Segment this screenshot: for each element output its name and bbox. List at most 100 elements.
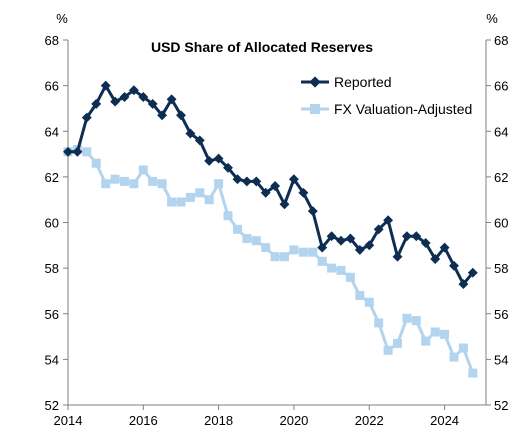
left-y-tick-label: 64 [45, 124, 59, 139]
data-point [420, 238, 431, 248]
right-y-tick-label: 58 [494, 261, 508, 276]
data-point [91, 158, 101, 168]
x-tick-label: 2020 [279, 413, 308, 428]
data-point [81, 112, 92, 123]
left-y-tick-label: 66 [45, 79, 59, 94]
data-point [458, 279, 469, 290]
data-point [194, 135, 205, 146]
data-point [327, 263, 337, 273]
data-point [128, 85, 139, 96]
data-point [101, 179, 111, 189]
data-point [260, 187, 271, 198]
data-point [411, 316, 421, 326]
data-point [242, 234, 252, 243]
data-point [439, 242, 450, 253]
data-point [345, 233, 356, 244]
left-y-tick-label: 68 [45, 33, 59, 48]
data-point [147, 98, 158, 109]
data-point [157, 179, 167, 189]
right-axis-unit: % [486, 11, 498, 26]
x-tick-label: 2022 [355, 413, 384, 428]
right-y-tick-label: 62 [494, 170, 508, 185]
data-point [213, 153, 224, 164]
data-point [411, 231, 422, 242]
data-point [241, 176, 252, 187]
data-point [289, 245, 299, 255]
data-point [449, 260, 459, 271]
data-point [129, 179, 139, 189]
data-point [223, 211, 233, 221]
data-point [449, 352, 459, 362]
data-point [373, 224, 384, 235]
data-point [317, 256, 327, 266]
data-point [270, 181, 281, 191]
series-layer [63, 80, 478, 378]
data-point [223, 162, 233, 173]
data-point [298, 187, 309, 198]
data-point [298, 247, 308, 257]
data-point [308, 247, 318, 257]
data-point [336, 235, 346, 246]
data-point [167, 197, 177, 207]
data-point [63, 146, 73, 157]
data-point [251, 236, 261, 246]
data-point [440, 329, 450, 339]
data-point [270, 252, 280, 262]
data-point [401, 231, 412, 242]
data-point [307, 206, 318, 217]
data-point [421, 336, 431, 346]
right-y-tick-label: 66 [494, 79, 508, 94]
data-point [72, 146, 83, 157]
data-point [430, 327, 440, 337]
data-point [288, 174, 299, 185]
left-y-tick-label: 54 [45, 352, 59, 367]
data-point [204, 195, 214, 205]
data-point [120, 176, 129, 186]
legend: Reported FX Valuation-Adjusted [301, 74, 472, 117]
left-y-tick-label: 52 [45, 398, 59, 413]
data-point [364, 240, 375, 251]
legend-item-fx-adjusted: FX Valuation-Adjusted [301, 101, 472, 117]
data-point [374, 318, 384, 328]
left-y-tick-label: 62 [45, 170, 59, 185]
data-point [138, 92, 149, 102]
data-point [100, 80, 111, 91]
legend-label-fx-adjusted: FX Valuation-Adjusted [334, 101, 472, 117]
data-point [204, 155, 215, 166]
x-tick-label: 2016 [129, 413, 158, 428]
right-y-tick-label: 52 [494, 398, 508, 413]
data-point [355, 291, 365, 300]
data-point [157, 110, 168, 121]
data-point [345, 272, 355, 282]
data-point [280, 252, 289, 262]
data-point [458, 343, 468, 353]
data-point [467, 267, 478, 278]
data-point [468, 368, 478, 378]
data-point [393, 338, 402, 348]
series-0 [63, 80, 478, 290]
data-point [232, 174, 243, 185]
right-y-tick-label: 64 [494, 124, 508, 139]
data-point [110, 96, 121, 107]
x-ticks: 2014 2016 2018 2020 2022 2024 [54, 405, 459, 428]
data-point [138, 165, 148, 175]
right-y-ticks: 52 54 56 58 60 62 64 66 68 [486, 33, 508, 413]
data-point [166, 94, 177, 105]
data-point [383, 345, 393, 355]
data-point [148, 176, 158, 186]
x-tick-label: 2018 [204, 413, 233, 428]
legend-marker-fx-adjusted [310, 104, 320, 114]
data-point [364, 297, 374, 307]
legend-item-reported: Reported [301, 74, 392, 90]
data-point [392, 251, 403, 262]
data-point [214, 179, 224, 189]
right-y-tick-label: 60 [494, 216, 508, 231]
data-point [185, 192, 195, 202]
data-point [119, 92, 130, 102]
data-point [185, 128, 196, 139]
data-point [82, 147, 92, 157]
data-point [110, 174, 120, 184]
data-point [326, 231, 337, 242]
data-point [233, 224, 242, 234]
